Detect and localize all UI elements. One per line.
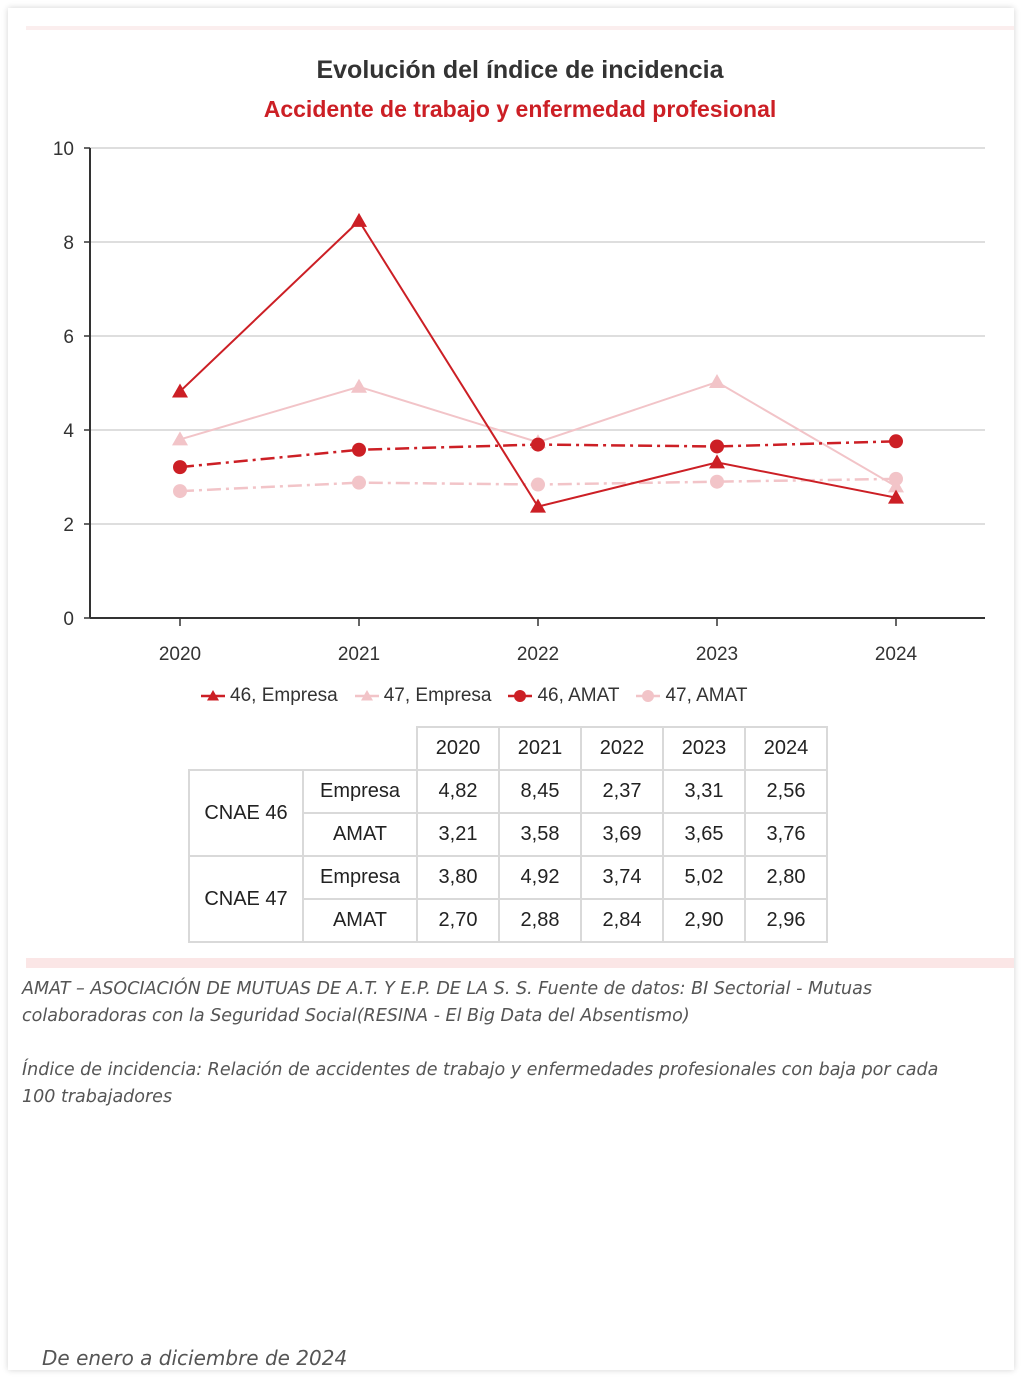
x-tick-label: 2024: [875, 644, 918, 665]
legend-item: 46, Empresa: [200, 685, 338, 707]
data-point: [173, 460, 187, 474]
legend-item: 47, AMAT: [635, 685, 747, 707]
data-point: [351, 379, 367, 393]
chart-legend: 46, Empresa 47, Empresa 46, AMAT 47, AMAT: [200, 682, 840, 710]
table-cell: 3,80: [417, 856, 499, 899]
y-tick-label: 2: [63, 515, 74, 536]
data-point: [710, 475, 724, 489]
source-note: AMAT – ASOCIACIÓN DE MUTUAS DE A.T. Y E.…: [22, 976, 1002, 1030]
table-row-label: AMAT: [303, 813, 417, 856]
table-row-label: Empresa: [303, 770, 417, 813]
legend-swatch: [200, 686, 226, 706]
table-cell: 3,58: [499, 813, 581, 856]
table-group-label: CNAE 46: [189, 770, 303, 856]
legend-label: 46, Empresa: [230, 685, 338, 707]
data-point: [709, 454, 725, 468]
data-point: [352, 443, 366, 457]
table-cell: 2,84: [581, 899, 663, 942]
definition-note: Índice de incidencia: Relación de accide…: [22, 1057, 1002, 1111]
table-group-label: CNAE 47: [189, 856, 303, 942]
table-row: CNAE 47 Empresa 3,80 4,92 3,74 5,02 2,80: [189, 856, 827, 899]
y-tick-label: 0: [63, 609, 74, 630]
period-note: De enero a diciembre de 2024: [42, 1346, 347, 1370]
x-tick-label: 2020: [159, 644, 201, 665]
data-point: [531, 478, 545, 492]
table-cell: 8,45: [499, 770, 581, 813]
data-table: 2020 2021 2022 2023 2024 CNAE 46 Empresa…: [188, 726, 828, 943]
table-cell: 3,69: [581, 813, 663, 856]
legend-item: 47, Empresa: [354, 685, 492, 707]
table-cell: 3,74: [581, 856, 663, 899]
y-tick-label: 10: [53, 139, 74, 160]
y-tick-label: 6: [63, 327, 74, 348]
legend-label: 47, AMAT: [665, 685, 747, 707]
table-row-label: AMAT: [303, 899, 417, 942]
table-cell: 3,31: [663, 770, 745, 813]
legend-marker: [514, 690, 526, 702]
data-point: [889, 472, 903, 486]
legend-label: 47, Empresa: [384, 685, 492, 707]
table-header-year: 2021: [499, 727, 581, 770]
data-point: [351, 213, 367, 227]
definition-line: 100 trabajadores: [22, 1084, 1002, 1111]
x-tick-label: 2023: [696, 644, 738, 665]
table-cell: 2,80: [745, 856, 827, 899]
y-tick-label: 8: [63, 233, 74, 254]
line-chart: 0 2 4 6 8 10 2020 2021 2022 2023 2024: [0, 0, 1022, 680]
legend-marker: [642, 690, 654, 702]
data-point: [173, 484, 187, 498]
table-cell: 2,96: [745, 899, 827, 942]
table-cell: 2,90: [663, 899, 745, 942]
table-cell: 4,92: [499, 856, 581, 899]
data-point: [531, 438, 545, 452]
data-point: [352, 476, 366, 490]
table-cell: 3,21: [417, 813, 499, 856]
table-empty-cell: [303, 727, 417, 770]
source-line: AMAT – ASOCIACIÓN DE MUTUAS DE A.T. Y E.…: [22, 976, 1002, 1003]
definition-line: Índice de incidencia: Relación de accide…: [22, 1057, 1002, 1084]
data-point: [889, 434, 903, 448]
table-cell: 2,88: [499, 899, 581, 942]
source-line: colaboradoras con la Seguridad Social(RE…: [22, 1003, 1002, 1030]
x-tick-label: 2021: [338, 644, 380, 665]
table-cell: 3,65: [663, 813, 745, 856]
table-cell: 3,76: [745, 813, 827, 856]
x-tick-label: 2022: [517, 644, 559, 665]
legend-swatch: [354, 686, 380, 706]
table-header-year: 2022: [581, 727, 663, 770]
table-header-year: 2020: [417, 727, 499, 770]
table-cell: 5,02: [663, 856, 745, 899]
table-row-label: Empresa: [303, 856, 417, 899]
legend-label: 46, AMAT: [537, 685, 619, 707]
table-header-year: 2024: [745, 727, 827, 770]
table-cell: 2,70: [417, 899, 499, 942]
table-cell: 2,56: [745, 770, 827, 813]
separator-band: [26, 958, 1014, 968]
data-point: [709, 374, 725, 388]
table-header-year: 2023: [663, 727, 745, 770]
table-header-row: 2020 2021 2022 2023 2024: [189, 727, 827, 770]
data-point: [710, 439, 724, 453]
table-empty-cell: [189, 727, 303, 770]
series-line: [180, 221, 896, 507]
table-row: CNAE 46 Empresa 4,82 8,45 2,37 3,31 2,56: [189, 770, 827, 813]
legend-swatch: [507, 686, 533, 706]
legend-item: 46, AMAT: [507, 685, 619, 707]
y-tick-label: 4: [63, 421, 74, 442]
table-cell: 4,82: [417, 770, 499, 813]
legend-swatch: [635, 686, 661, 706]
table-cell: 2,37: [581, 770, 663, 813]
